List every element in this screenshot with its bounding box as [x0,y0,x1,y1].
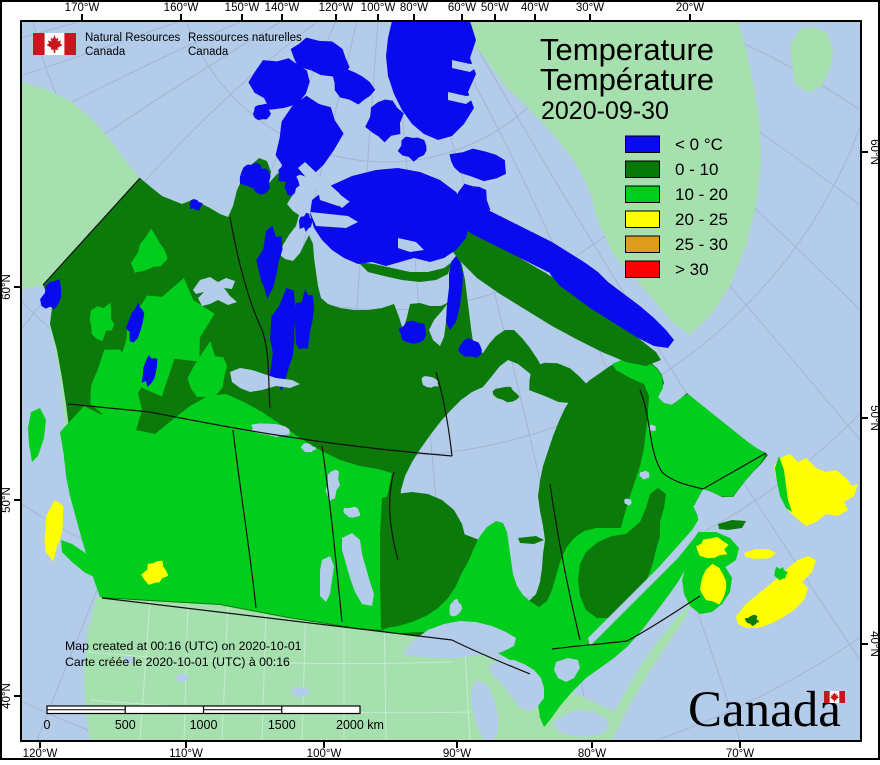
svg-text:500: 500 [115,718,136,732]
svg-text:Ressources naturelles: Ressources naturelles [188,32,302,44]
svg-text:170°W: 170°W [65,2,100,14]
svg-text:Temperature: Temperature [540,32,714,67]
svg-text:> 30: > 30 [675,260,709,279]
svg-text:60°N: 60°N [1,274,13,300]
svg-text:20 - 25: 20 - 25 [675,210,728,229]
svg-text:< 0 °C: < 0 °C [675,135,723,154]
svg-text:40°W: 40°W [521,2,549,14]
svg-text:100°W: 100°W [307,748,342,760]
svg-text:0: 0 [44,718,51,732]
svg-text:1000: 1000 [190,718,218,732]
svg-text:50°W: 50°W [481,2,509,14]
svg-text:25 - 30: 25 - 30 [675,235,728,254]
svg-text:150°W: 150°W [225,2,260,14]
svg-text:80°W: 80°W [578,748,606,760]
svg-text:40°N: 40°N [868,631,880,657]
svg-text:70°W: 70°W [726,748,754,760]
svg-text:120°W: 120°W [23,748,58,760]
svg-text:Map created at 00:16 (UTC) on: Map created at 00:16 (UTC) on 2020-10-01 [65,639,302,653]
svg-text:50°N: 50°N [1,487,13,513]
svg-text:140°W: 140°W [265,2,300,14]
svg-text:Canada: Canada [85,46,126,58]
svg-text:0 - 10: 0 - 10 [675,160,718,179]
svg-text:50°N: 50°N [868,405,880,431]
svg-text:1500: 1500 [268,718,296,732]
svg-text:80°W: 80°W [400,2,428,14]
svg-text:90°W: 90°W [443,748,471,760]
svg-text:60°W: 60°W [448,2,476,14]
svg-text:2020-09-30: 2020-09-30 [541,97,669,125]
svg-text:160°W: 160°W [164,2,199,14]
svg-text:2000 km: 2000 km [336,718,384,732]
svg-text:Température: Température [540,62,714,97]
svg-text:Carte créée le 2020-10-01 (UTC: Carte créée le 2020-10-01 (UTC) à 00:16 [65,655,290,669]
svg-text:30°W: 30°W [576,2,604,14]
svg-text:Canada: Canada [188,46,229,58]
svg-text:40°N: 40°N [1,683,13,709]
svg-text:20°W: 20°W [676,2,704,14]
svg-text:Canada: Canada [688,682,841,738]
svg-text:110°W: 110°W [169,748,203,760]
svg-text:10 - 20: 10 - 20 [675,185,728,204]
svg-text:60°N: 60°N [868,139,880,165]
svg-text:100°W: 100°W [361,2,396,14]
svg-text:Natural Resources: Natural Resources [85,32,180,44]
svg-text:120°W: 120°W [319,2,354,14]
